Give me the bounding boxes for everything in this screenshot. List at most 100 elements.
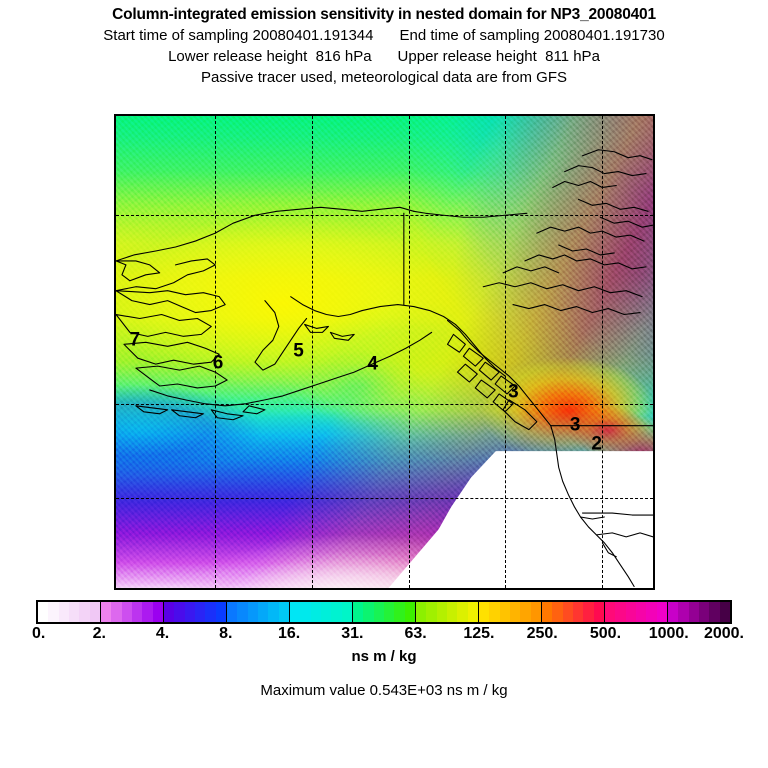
colorbar-step [164, 602, 175, 622]
colorbar-step [698, 602, 710, 622]
colorbar-tick-labels: 0. 2. 4. 8. 16. 31. 63. 125. 250. 500. 1000. 2000. [32, 625, 744, 647]
plume-day-label-3a: 3 [508, 381, 519, 403]
colorbar-step [383, 602, 395, 622]
plume-day-label-6: 6 [212, 352, 224, 374]
colorbar-step [373, 602, 384, 622]
colorbar-gradient-strip [36, 600, 732, 624]
plume-day-label-2: 2 [591, 433, 602, 455]
colorbar-step [320, 602, 332, 622]
colorbar-step [668, 602, 679, 622]
colorbar-step [646, 602, 657, 622]
colorbar-step [247, 602, 258, 622]
colorbar-step [278, 602, 289, 622]
colorbar-step [152, 602, 163, 622]
emission-sensitivity-field [116, 116, 653, 588]
colorbar-tick: 4. [155, 625, 170, 642]
colorbar-step [479, 602, 490, 622]
colorbar-step [121, 602, 132, 622]
colorbar-tick: 16. [277, 625, 301, 642]
plume-day-label-4: 4 [367, 353, 378, 375]
coastline-overlay [116, 149, 653, 588]
colorbar-tick: 125. [463, 625, 495, 642]
colorbar-tick: 2000. [703, 625, 745, 642]
colorbar-step [416, 602, 427, 622]
colorbar-step [426, 602, 437, 622]
colorbar-segment [290, 602, 353, 622]
colorbar-step [678, 602, 689, 622]
colorbar-step [688, 602, 699, 622]
colorbar-step [227, 602, 238, 622]
colorbar-tick: 250. [526, 625, 558, 642]
colorbar-step [237, 602, 248, 622]
plume-day-label-5: 5 [293, 340, 304, 362]
colorbar-step [353, 602, 364, 622]
upper-release-label: Upper release height 811 hPa [397, 48, 600, 65]
colorbar-segment [353, 602, 416, 622]
colorbar-step [331, 602, 342, 622]
colorbar-step [394, 602, 405, 622]
colorbar-step [48, 602, 59, 622]
colorbar-tick: 2. [92, 625, 106, 642]
colorbar-step [142, 602, 153, 622]
colorbar-step [509, 602, 521, 622]
colorbar-tick: 63. [404, 625, 427, 642]
colorbar-step [489, 602, 500, 622]
colorbar-segment [101, 602, 164, 622]
colorbar-step [194, 602, 206, 622]
colorbar-segment [605, 602, 668, 622]
colorbar-segment [542, 602, 605, 622]
plume-day-label-3b: 3 [569, 414, 581, 436]
colorbar-step [719, 602, 730, 622]
colorbar-step [79, 602, 90, 622]
colorbar-step [341, 602, 352, 622]
colorbar-segment [38, 602, 101, 622]
colorbar-step [572, 602, 584, 622]
colorbar-step [520, 602, 531, 622]
plume-day-label-7: 7 [129, 329, 141, 351]
colorbar-step [625, 602, 636, 622]
release-height-line: Lower release height 816 hPa Upper releas… [0, 46, 768, 67]
figure-header: Column-integrated emission sensitivity i… [0, 0, 768, 88]
colorbar-tick: 8. [219, 625, 233, 642]
colorbar-segment [164, 602, 227, 622]
colorbar-step [404, 602, 415, 622]
colorbar-step [257, 602, 269, 622]
colorbar-step [205, 602, 216, 622]
tracer-note-label: Passive tracer used, meteorological data… [201, 69, 567, 86]
colorbar-step [215, 602, 226, 622]
colorbar-segment [479, 602, 542, 622]
colorbar-step [68, 602, 80, 622]
colorbar-step [446, 602, 458, 622]
colorbar-step [709, 602, 720, 622]
end-time-label: End time of sampling 20080401.191730 [399, 27, 665, 44]
colorbar-step [457, 602, 468, 622]
colorbar-tick: 0. [31, 625, 46, 642]
colorbar-step [300, 602, 311, 622]
colorbar-step [552, 602, 563, 622]
colorbar-segment [416, 602, 479, 622]
colorbar-step [542, 602, 553, 622]
colorbar-step [635, 602, 647, 622]
colorbar-step [131, 602, 143, 622]
colorbar-step [184, 602, 195, 622]
colorbar: 0. 2. 4. 8. 16. 31. 63. 125. 250. 500. 1000. 2000. [32, 600, 744, 647]
colorbar-step [58, 602, 69, 622]
map-plot-area: 7 6 5 4 3 3 2 [114, 114, 655, 590]
colorbar-step [562, 602, 573, 622]
colorbar-step [268, 602, 279, 622]
colorbar-step [605, 602, 616, 622]
colorbar-step [290, 602, 301, 622]
colorbar-step [530, 602, 541, 622]
colorbar-step [467, 602, 478, 622]
lower-release-label: Lower release height 816 hPa [168, 48, 372, 65]
colorbar-tick: 31. [341, 625, 364, 642]
colorbar-step [38, 602, 49, 622]
colorbar-unit-label: ns m / kg [351, 648, 417, 665]
colorbar-step [101, 602, 112, 622]
colorbar-step [583, 602, 594, 622]
colorbar-step [436, 602, 447, 622]
sampling-time-line: Start time of sampling 20080401.191344 En… [0, 25, 768, 46]
colorbar-step [363, 602, 374, 622]
colorbar-step [174, 602, 185, 622]
colorbar-segment [668, 602, 730, 622]
